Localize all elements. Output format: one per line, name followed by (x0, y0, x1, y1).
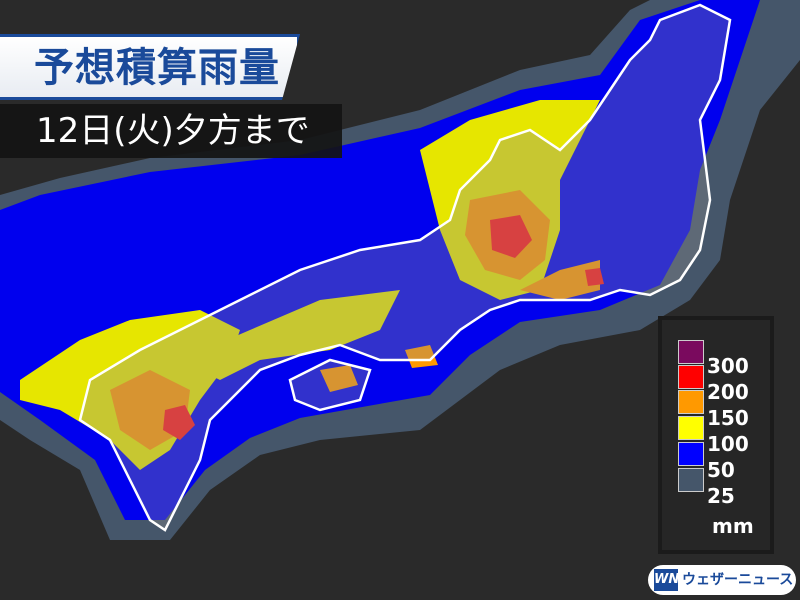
legend-label: 150 (707, 406, 749, 430)
weathernews-logo: WN ウェザーニュース (648, 565, 796, 595)
subtitle-banner (0, 104, 342, 158)
legend-label: 300 (707, 354, 749, 378)
title-banner (0, 34, 300, 100)
legend: 300 200 150 100 50 25 mm (662, 320, 770, 550)
page-subtitle: 12日(火)夕方まで (36, 111, 310, 151)
rain-200mm-area (163, 215, 604, 440)
legend-swatch-50 (678, 442, 704, 466)
page-title: 予想積算雨量 (34, 45, 280, 91)
legend-label: 25 (707, 484, 735, 508)
legend-swatch-25 (678, 468, 704, 492)
legend-unit: mm (712, 514, 754, 538)
legend-swatch-100 (678, 416, 704, 440)
legend-label: 50 (707, 458, 735, 482)
legend-label: 200 (707, 380, 749, 404)
brand-name: ウェザーニュース (682, 572, 794, 588)
land-outline (78, 3, 732, 532)
wn-logo-icon: WN (654, 569, 679, 591)
legend-swatch-300 (678, 340, 704, 364)
legend-swatch-150 (678, 390, 704, 414)
legend-swatch-200 (678, 365, 704, 389)
legend-label: 100 (707, 432, 749, 456)
